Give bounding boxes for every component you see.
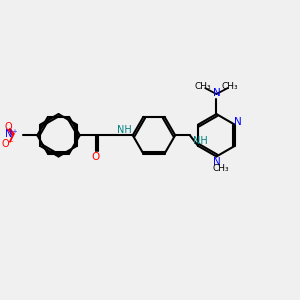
Text: NH: NH [117, 125, 132, 135]
Text: N: N [212, 88, 220, 98]
Text: O⁻: O⁻ [2, 139, 14, 148]
Text: N: N [212, 157, 220, 167]
Text: N: N [234, 117, 242, 127]
Text: CH₃: CH₃ [221, 82, 238, 91]
Text: O: O [92, 152, 100, 162]
Text: O: O [4, 122, 12, 132]
Text: CH₃: CH₃ [212, 164, 229, 173]
Text: NH: NH [193, 136, 208, 146]
Text: CH₃: CH₃ [195, 82, 212, 91]
Text: N⁺: N⁺ [5, 129, 18, 139]
